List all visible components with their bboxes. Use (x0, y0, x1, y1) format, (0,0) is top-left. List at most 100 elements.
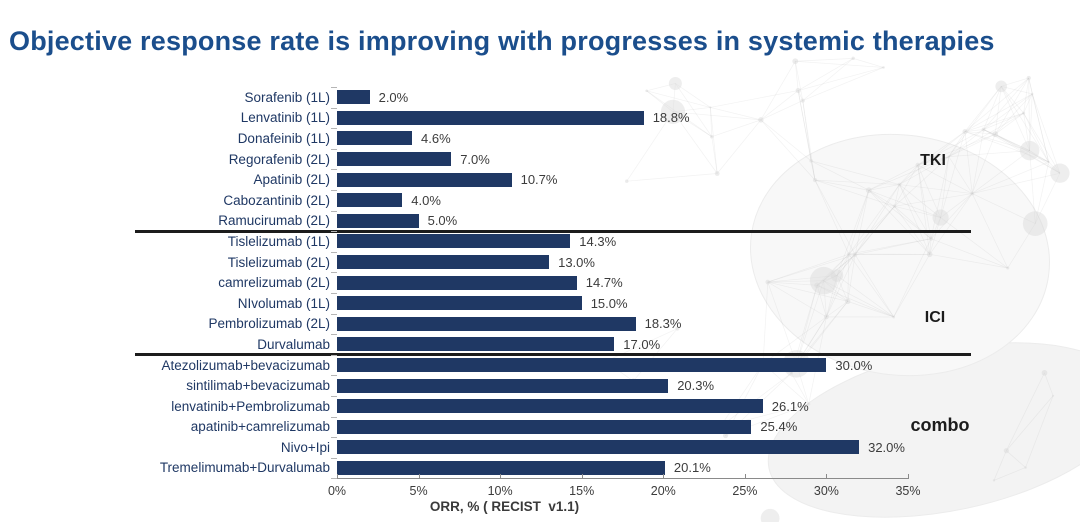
y-axis-tick (331, 210, 337, 212)
bar-row: Sorafenib (1L) 2.0% (0, 87, 1080, 108)
bar (337, 419, 752, 434)
bar-track: 10.7% (337, 172, 1080, 187)
x-axis-tick (418, 474, 420, 479)
category-label: Regorafenib (2L) (228, 151, 330, 167)
bar (337, 460, 665, 475)
bar (337, 131, 412, 146)
bar (337, 193, 403, 208)
value-label: 10.7% (520, 172, 558, 188)
bar (337, 275, 577, 290)
y-axis-tick (331, 128, 337, 130)
category-label: Cabozantinib (2L) (223, 192, 330, 208)
category-label: Donafeinib (1L) (237, 130, 330, 146)
category-label: Apatinib (2L) (253, 172, 330, 188)
y-axis-tick (331, 334, 337, 336)
group-label-tki: TKI (920, 152, 946, 169)
y-axis-tick (331, 416, 337, 418)
bar-track: 14.3% (337, 234, 1080, 249)
bar-row: sintilimab+bevacizumab 20.3% (0, 375, 1080, 396)
category-label: Durvalumab (257, 336, 330, 352)
bar (337, 316, 636, 331)
bar-row: Apatinib (2L) 10.7% (0, 169, 1080, 190)
group-separator-line (135, 229, 971, 233)
bar (337, 90, 370, 105)
page-title: Objective response rate is improving wit… (9, 26, 995, 56)
category-label: Lenvatinib (1L) (240, 110, 330, 126)
bar (337, 255, 550, 270)
y-axis-tick (331, 231, 337, 233)
y-axis-tick (331, 148, 337, 150)
category-label: Tislelizumab (2L) (227, 254, 330, 270)
x-axis-tick-label: 5% (409, 484, 428, 498)
y-axis-tick (331, 457, 337, 459)
category-label: Ramucirumab (2L) (218, 213, 330, 229)
bar-track: 13.0% (337, 255, 1080, 270)
category-label: sintilimab+bevacizumab (186, 378, 330, 394)
bar-track: 15.0% (337, 296, 1080, 311)
bar (337, 213, 419, 228)
bar-row: Atezolizumab+bevacizumab 30.0% (0, 355, 1080, 376)
bar-track: 4.6% (337, 131, 1080, 146)
bar-row: NIvolumab (1L) 15.0% (0, 293, 1080, 314)
value-label: 5.0% (427, 213, 458, 229)
value-label: 13.0% (558, 254, 595, 270)
category-label: apatinib+camrelizumab (190, 419, 330, 435)
value-label: 32.0% (868, 439, 905, 455)
category-label: NIvolumab (1L) (237, 295, 330, 311)
bar-row: Tremelimumab+Durvalumab 20.1% (0, 458, 1080, 479)
bar-row: Tislelizumab (2L) 13.0% (0, 252, 1080, 273)
bar-track: 4.0% (337, 193, 1080, 208)
value-label: 17.0% (623, 336, 661, 352)
category-label: Sorafenib (1L) (244, 89, 330, 105)
y-axis-tick (331, 251, 337, 253)
y-axis-tick (331, 87, 337, 88)
y-axis-tick (331, 375, 337, 377)
group-label-ici: ICI (924, 309, 946, 326)
value-label: 20.3% (677, 378, 715, 394)
value-label: 2.0% (378, 89, 409, 105)
y-axis-tick (331, 107, 337, 109)
bar-track: 20.3% (337, 378, 1080, 393)
value-label: 20.1% (673, 460, 711, 476)
bar-track: 7.0% (337, 152, 1080, 167)
bar-row: camrelizumab (2L) 14.7% (0, 272, 1080, 293)
bar-row: Lenvatinib (1L) 18.8% (0, 108, 1080, 129)
x-axis-tick-label: 0% (327, 484, 347, 498)
bar-row: Durvalumab 17.0% (0, 334, 1080, 355)
x-axis-tick-label: 25% (732, 484, 758, 498)
x-axis-tick (744, 474, 746, 479)
bar-track: 14.7% (337, 275, 1080, 290)
y-axis-tick (331, 313, 337, 315)
category-label: Tislelizumab (1L) (227, 233, 330, 249)
bar-row: Pembrolizumab (2L) 18.3% (0, 314, 1080, 335)
y-axis-tick (331, 437, 337, 439)
value-label: 26.1% (771, 398, 809, 414)
bar-row: Ramucirumab (2L) 5.0% (0, 211, 1080, 232)
bar-row: Tislelizumab (1L) 14.3% (0, 231, 1080, 252)
bar (337, 234, 571, 249)
bar-row: Nivo+Ipi 32.0% (0, 437, 1080, 458)
x-axis-tick-label: 15% (569, 484, 595, 498)
bar (337, 399, 763, 414)
category-label: Tremelimumab+Durvalumab (159, 460, 330, 476)
value-label: 25.4% (760, 419, 798, 435)
group-label-combo: combo (910, 415, 970, 435)
bar (337, 440, 860, 455)
category-label: lenvatinib+Pembrolizumab (171, 398, 330, 414)
bar (337, 172, 512, 187)
bar (337, 337, 615, 352)
bar-track: 18.8% (337, 110, 1080, 125)
y-axis-tick (331, 293, 337, 294)
x-axis-tick (908, 474, 909, 479)
bar-track: 30.0% (337, 358, 1080, 373)
bar-row: Donafeinib (1L) 4.6% (0, 128, 1080, 149)
value-label: 15.0% (590, 295, 628, 311)
value-label: 4.0% (411, 192, 441, 208)
bar-track: 32.0% (337, 440, 1080, 455)
bar-track: 18.3% (337, 316, 1080, 331)
bar-track: 26.1% (337, 399, 1080, 414)
value-label: 14.3% (579, 233, 617, 249)
y-axis-tick (331, 272, 337, 274)
